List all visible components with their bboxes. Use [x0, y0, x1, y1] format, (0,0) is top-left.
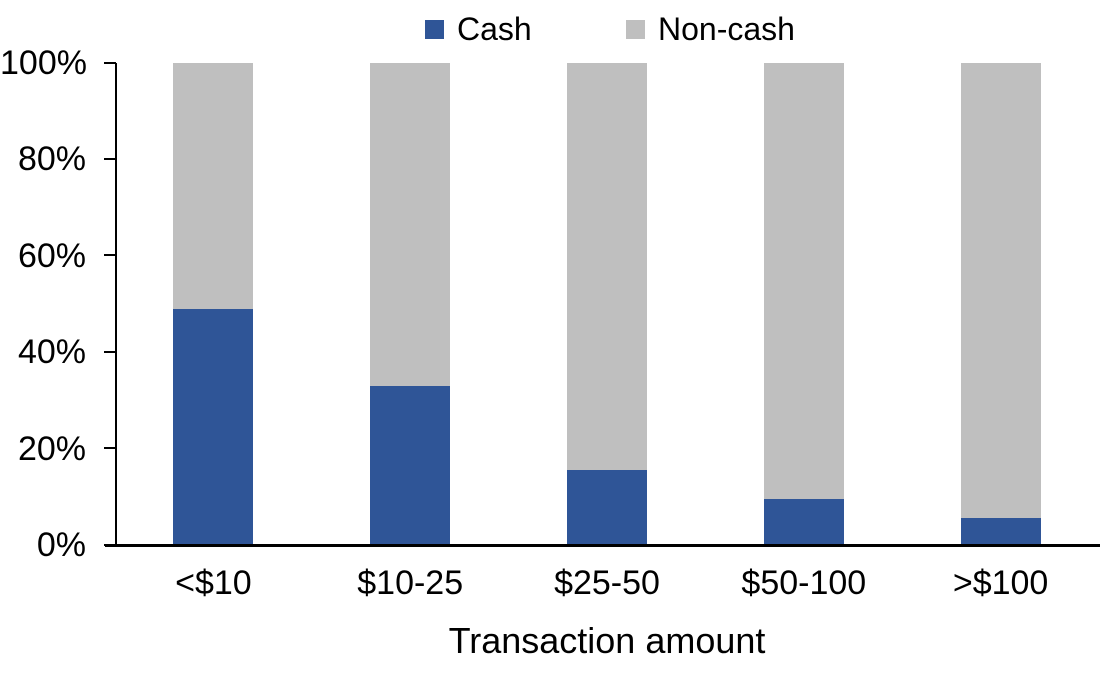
bar-segment-noncash [567, 63, 647, 471]
y-axis-tick-mark [104, 350, 116, 353]
y-axis-line [115, 63, 117, 546]
bar-segment-cash [173, 308, 254, 545]
bar-segment-cash [763, 499, 844, 545]
legend-label-cash: Cash [457, 11, 532, 47]
x-axis-category-label: <$10 [175, 564, 252, 602]
bar-$25-50 [567, 63, 647, 545]
y-axis-tick-mark [104, 157, 116, 160]
x-axis-line [105, 544, 1100, 547]
y-axis-tick-label: 60% [17, 236, 86, 275]
bar-<$10 [173, 63, 254, 545]
x-axis-category-label: $25-50 [554, 564, 660, 602]
y-axis-tick-mark [104, 254, 116, 257]
legend-item-noncash: Non-cash [626, 11, 795, 47]
x-axis-title: Transaction amount [448, 620, 766, 661]
legend-swatch-cash-icon [425, 19, 444, 39]
y-axis-tick-mark [104, 543, 116, 546]
y-axis-tick-mark [104, 447, 116, 450]
y-axis-tick-label: 40% [17, 333, 86, 372]
x-axis-category-label: >$100 [952, 564, 1049, 602]
y-axis-tick-label: 20% [17, 429, 86, 468]
x-axis-category-label: $10-25 [357, 564, 464, 602]
y-axis-tick-label: 0% [36, 526, 86, 564]
bar-segment-cash [567, 470, 647, 545]
bar-segment-noncash [763, 63, 844, 500]
bar-segment-cash [960, 518, 1041, 545]
bar-segment-cash [370, 385, 451, 545]
y-axis-tick-mark [104, 61, 116, 64]
legend-swatch-noncash-icon [626, 19, 645, 39]
y-axis-tick-label: 100% [0, 44, 87, 82]
bar-segment-noncash [173, 63, 254, 309]
bar-$10-25 [370, 63, 451, 545]
bar->$100 [960, 63, 1041, 545]
x-axis-category-label: $50-100 [741, 564, 867, 602]
bar-segment-noncash [960, 63, 1041, 519]
legend-item-cash: Cash [425, 11, 532, 47]
bar-$50-100 [763, 63, 844, 545]
bar-segment-noncash [370, 63, 451, 386]
y-axis-tick-label: 80% [17, 140, 86, 179]
legend-label-noncash: Non-cash [658, 11, 795, 47]
